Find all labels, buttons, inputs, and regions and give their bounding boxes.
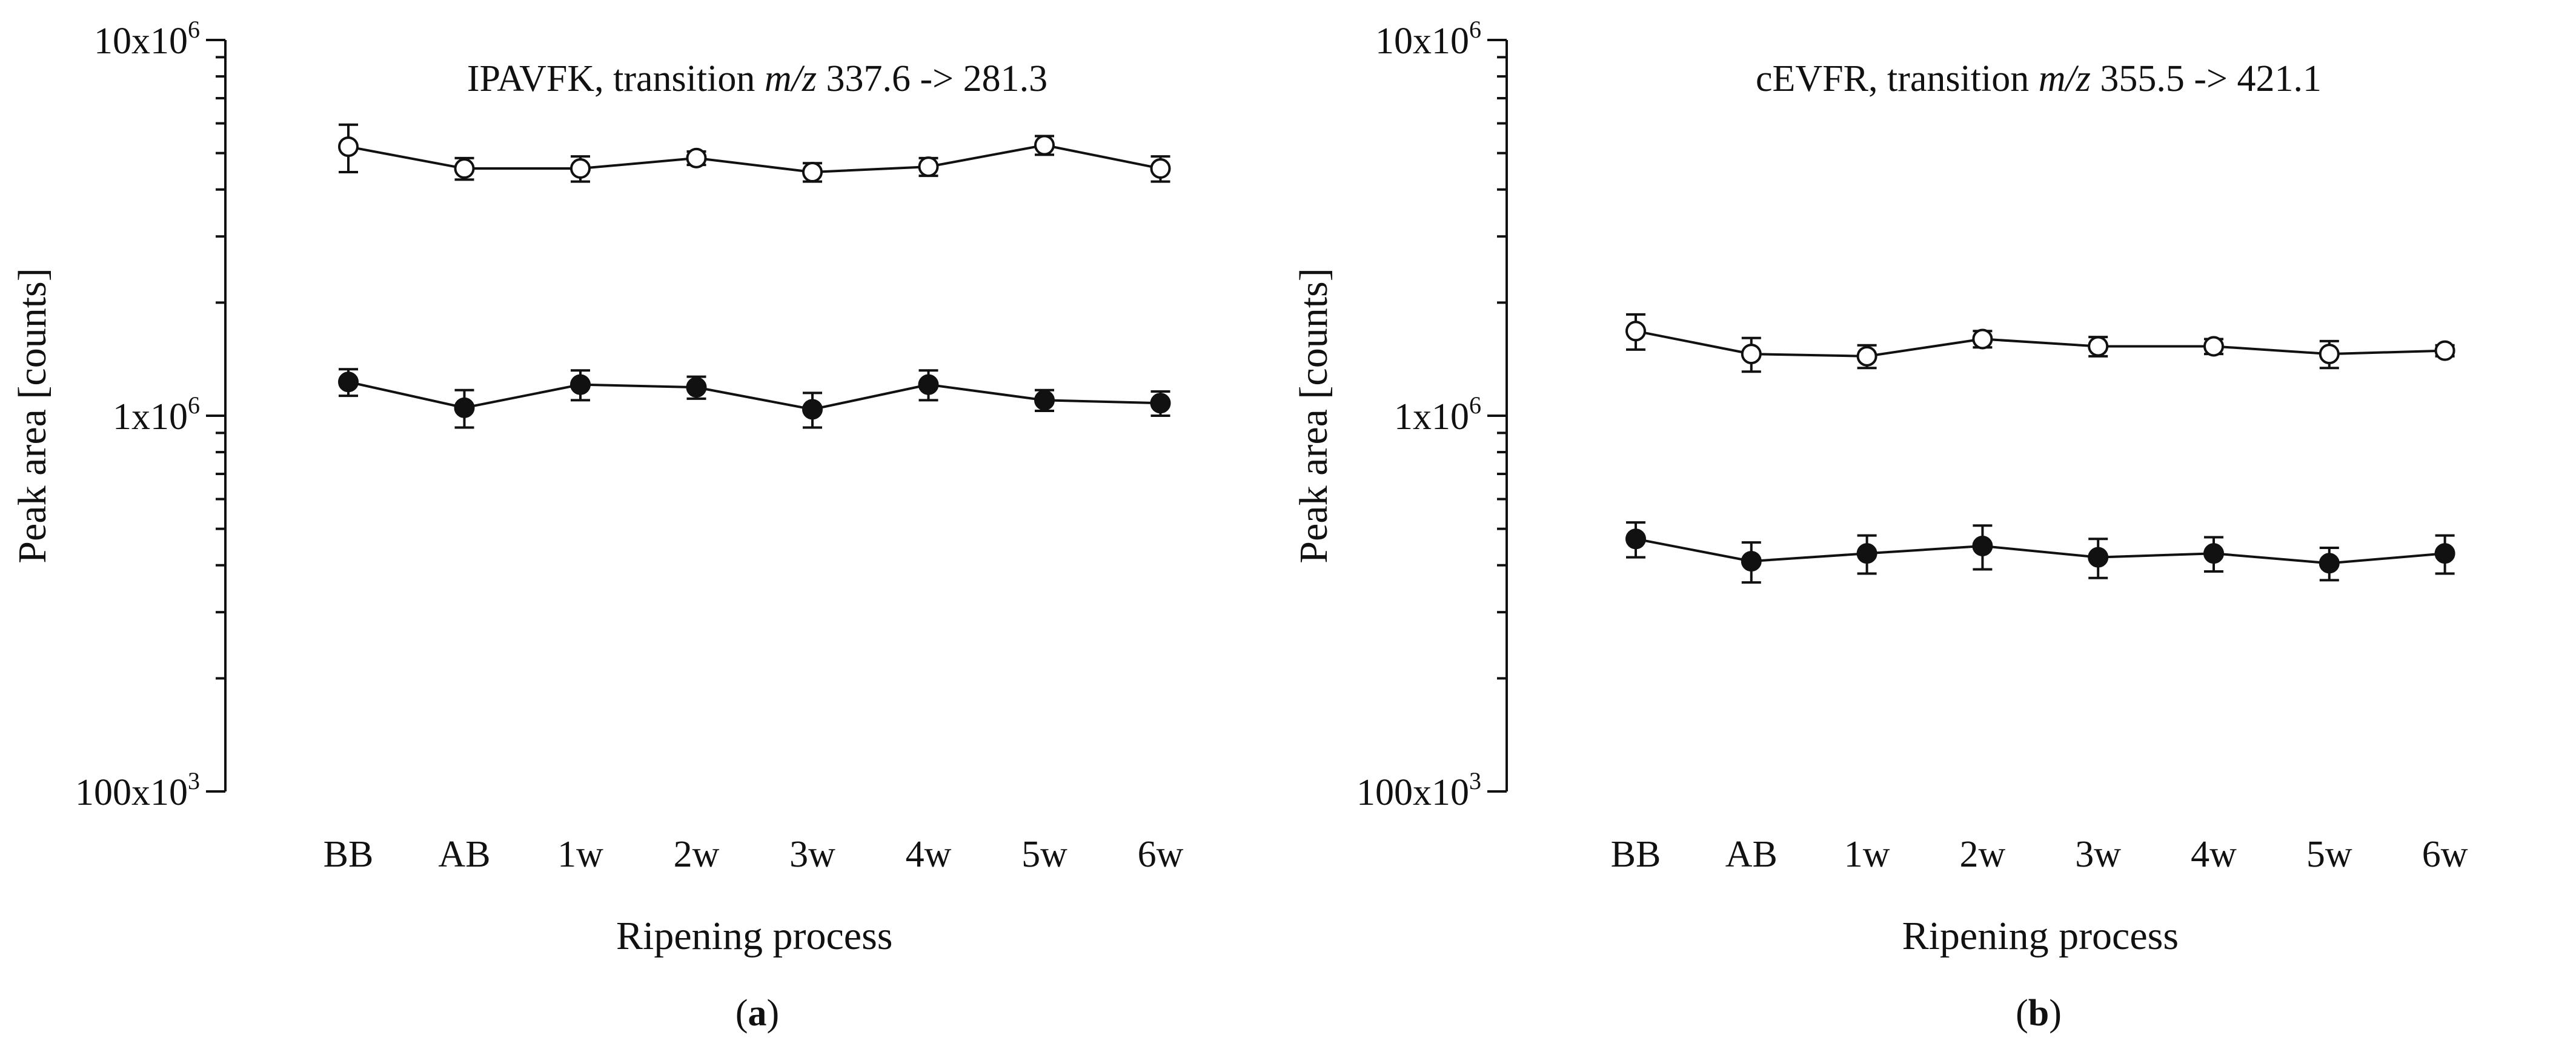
- panel-label: (a): [735, 993, 779, 1034]
- y-tick-label-base: 100x10: [1356, 772, 1469, 813]
- y-tick-label-base: 100x10: [75, 772, 188, 813]
- x-tick-label: 4w: [906, 834, 952, 875]
- y-tick-label: 1x106: [113, 391, 200, 438]
- y-tick-label-base: 1x10: [113, 396, 188, 438]
- y-tick-label-exponent: 6: [188, 391, 200, 419]
- series-open-circles: [338, 123, 1171, 183]
- data-point: [1150, 393, 1171, 414]
- data-point: [338, 371, 359, 393]
- y-tick-label-exponent: 6: [188, 16, 200, 43]
- chart-title-part: m/z: [765, 58, 817, 99]
- y-tick-label: 100x103: [1356, 767, 1481, 813]
- series-filled-circles: [1625, 521, 2455, 584]
- x-axis-title: Ripening process: [1902, 914, 2179, 958]
- x-tick-label: 5w: [1021, 834, 1067, 875]
- x-tick-label: 1w: [557, 834, 603, 875]
- x-axis-title: Ripening process: [616, 914, 892, 958]
- data-point: [1856, 345, 1877, 367]
- x-tick-label: BB: [324, 834, 374, 875]
- data-point: [570, 158, 591, 179]
- data-point: [570, 374, 591, 395]
- data-point: [1741, 344, 1762, 365]
- data-point: [2203, 543, 2224, 564]
- y-tick-label-base: 10x10: [1375, 21, 1469, 62]
- series-open-circles: [1625, 313, 2455, 373]
- panel-label: (b): [2016, 993, 2062, 1034]
- x-tick-label: AB: [438, 834, 490, 875]
- series-filled-circles: [338, 368, 1171, 429]
- data-point: [686, 147, 707, 168]
- x-tick-label: 4w: [2191, 834, 2237, 875]
- data-point: [1625, 528, 1646, 550]
- data-point: [1741, 551, 1762, 572]
- panel-label-part: ): [767, 993, 780, 1034]
- data-point: [1972, 328, 1993, 350]
- data-point: [802, 399, 823, 420]
- y-tick-label-base: 10x10: [94, 21, 188, 62]
- x-tick-label: 3w: [789, 834, 835, 875]
- panel-label-part: (: [2016, 993, 2028, 1034]
- data-point: [2203, 336, 2224, 357]
- data-point: [1034, 390, 1055, 411]
- panel-label-part: (: [735, 993, 748, 1034]
- panel-label-part: a: [748, 993, 767, 1034]
- x-tick-label: BB: [1611, 834, 1661, 875]
- data-point: [1150, 158, 1171, 179]
- data-point: [1625, 321, 1646, 342]
- data-point: [2319, 553, 2340, 574]
- y-axis-title: Peak area [counts]: [10, 268, 55, 563]
- x-tick-label: 6w: [2422, 834, 2468, 875]
- x-tick-label: 2w: [1960, 834, 2006, 875]
- data-point: [2434, 340, 2455, 361]
- panel-label-part: ): [2049, 993, 2062, 1034]
- data-point: [2434, 543, 2455, 564]
- y-tick-label-base: 1x10: [1394, 396, 1469, 438]
- data-point: [1034, 135, 1055, 156]
- panel-label-part: b: [2028, 993, 2049, 1034]
- x-tick-label: 2w: [674, 834, 720, 875]
- chart-title-part: cEVFR, transition: [1756, 58, 2039, 99]
- chart-title-part: 337.6 -> 281.3: [817, 58, 1047, 99]
- data-point: [918, 374, 939, 395]
- data-point: [1972, 536, 1993, 557]
- series-line: [1635, 330, 2445, 358]
- x-tick-label: AB: [1725, 834, 1778, 875]
- data-point: [2088, 336, 2109, 357]
- y-tick-label: 10x106: [1375, 16, 1481, 62]
- y-axis-title: Peak area [counts]: [1292, 268, 1336, 563]
- y-tick-label-exponent: 6: [1469, 391, 1481, 419]
- data-point: [802, 162, 823, 183]
- data-point: [454, 397, 475, 418]
- x-tick-label: 5w: [2306, 834, 2352, 875]
- series-line: [348, 144, 1161, 174]
- data-point: [2088, 547, 2109, 568]
- series-line: [1635, 538, 2445, 565]
- chart-title-part: m/z: [2039, 58, 2091, 99]
- y-tick-label: 100x103: [75, 767, 200, 813]
- data-point: [918, 156, 939, 178]
- y-tick-label: 10x106: [94, 16, 200, 62]
- data-point: [454, 158, 475, 179]
- data-point: [686, 377, 707, 398]
- series-line: [348, 381, 1161, 411]
- chart-title: IPAVFK, transition m/z 337.6 -> 281.3: [467, 58, 1047, 99]
- data-point: [338, 136, 359, 158]
- x-tick-label: 6w: [1138, 834, 1184, 875]
- chart-title-part: IPAVFK, transition: [467, 58, 765, 99]
- data-point: [2319, 344, 2340, 365]
- chart-title: cEVFR, transition m/z 355.5 -> 421.1: [1756, 58, 2322, 99]
- y-tick-label: 1x106: [1394, 391, 1481, 438]
- data-point: [1856, 543, 1877, 564]
- x-tick-label: 3w: [2075, 834, 2121, 875]
- y-tick-label-exponent: 3: [1469, 767, 1481, 794]
- y-tick-label-exponent: 3: [188, 767, 200, 794]
- x-tick-label: 1w: [1844, 834, 1890, 875]
- chart-title-part: 355.5 -> 421.1: [2091, 58, 2322, 99]
- y-tick-label-exponent: 6: [1469, 16, 1481, 43]
